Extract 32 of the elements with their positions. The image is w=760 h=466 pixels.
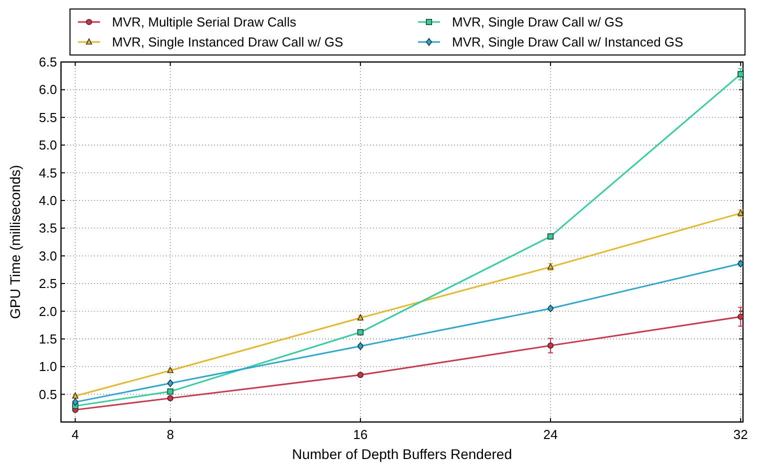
point: [167, 388, 174, 395]
x-tick-label: 8: [166, 427, 174, 442]
y-tick-label: 3.0: [38, 248, 57, 264]
x-axis-title: Number of Depth Buffers Rendered: [292, 446, 512, 462]
point: [357, 329, 364, 336]
point: [547, 233, 554, 240]
y-tick-label: 4.0: [38, 193, 57, 208]
x-tick-label: 32: [733, 427, 748, 442]
legend-label: MVR, Single Instanced Draw Call w/ GS: [112, 34, 344, 50]
y-tick-label: 2.0: [38, 304, 57, 319]
y-tick-label: 0.5: [38, 386, 57, 402]
point: [738, 71, 744, 78]
y-tick-label: 1.5: [38, 331, 57, 346]
x-tick-label: 24: [543, 427, 558, 442]
point: [547, 342, 554, 349]
y-tick-label: 6.0: [38, 82, 57, 98]
y-tick-label: 3.5: [38, 220, 57, 236]
legend-label: MVR, Multiple Serial Draw Calls: [112, 14, 297, 30]
y-tick-label: 1.0: [38, 359, 57, 374]
y-axis-title: GPU Time (milliseconds): [7, 164, 23, 320]
y-tick-label: 5.5: [38, 110, 57, 125]
y-tick-label: 6.5: [38, 54, 57, 70]
point: [167, 395, 174, 402]
legend-label: MVR, Single Draw Call w/ Instanced GS: [452, 34, 684, 50]
x-tick-label: 16: [353, 427, 368, 442]
x-tick-label: 4: [72, 427, 79, 442]
legend-label: MVR, Single Draw Call w/ GS: [452, 14, 624, 30]
point: [167, 379, 174, 388]
point: [738, 314, 744, 320]
y-tick-label: 5.0: [38, 138, 57, 153]
y-tick-label: 4.5: [38, 165, 57, 180]
y-tick-label: 2.5: [38, 276, 57, 292]
